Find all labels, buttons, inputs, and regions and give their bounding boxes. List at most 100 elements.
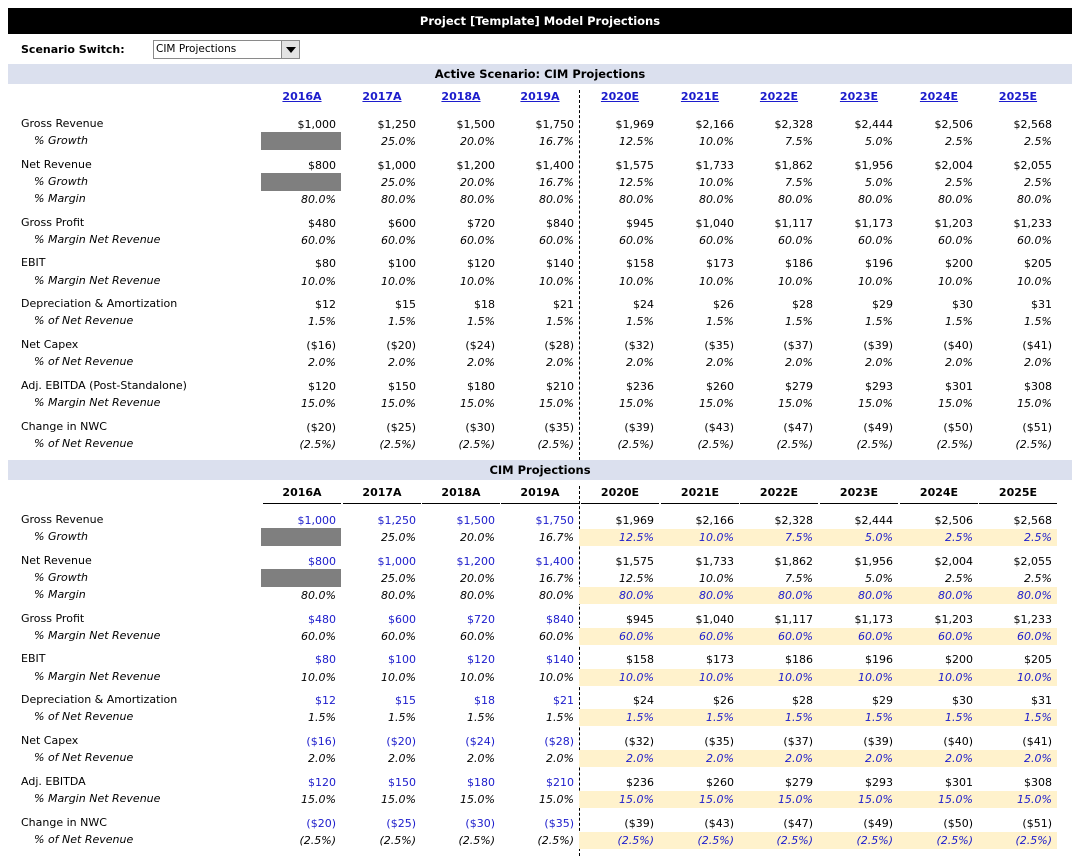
table-cell[interactable]: 15.0% — [381, 397, 416, 410]
table-cell[interactable]: 10.0% — [898, 669, 978, 686]
table-cell[interactable]: $260 — [706, 776, 734, 789]
table-cell[interactable]: 2.0% — [945, 356, 973, 369]
table-cell[interactable]: $80 — [315, 653, 336, 666]
table-cell[interactable]: 80.0% — [1017, 193, 1052, 206]
table-cell[interactable]: 2.0% — [626, 356, 654, 369]
table-cell[interactable]: $30 — [952, 298, 973, 311]
table-cell[interactable]: (2.5%) — [379, 834, 416, 847]
table-cell[interactable]: 2.0% — [308, 356, 336, 369]
table-cell[interactable]: $196 — [865, 257, 893, 270]
table-cell[interactable]: 80.0% — [460, 589, 495, 602]
table-cell[interactable]: 1.5% — [898, 709, 978, 726]
table-cell[interactable]: $26 — [713, 694, 734, 707]
table-cell[interactable]: $1,250 — [377, 514, 417, 527]
table-cell[interactable]: 15.0% — [539, 397, 574, 410]
table-cell[interactable]: 15.0% — [381, 793, 416, 806]
table-cell[interactable]: 2.0% — [308, 752, 336, 765]
table-cell[interactable]: ($39) — [863, 735, 893, 748]
table-cell[interactable]: $29 — [872, 298, 893, 311]
table-cell[interactable]: $840 — [546, 217, 574, 230]
table-cell[interactable]: 7.5% — [785, 176, 813, 189]
table-cell[interactable]: 2.0% — [467, 752, 495, 765]
table-cell[interactable]: 15.0% — [938, 397, 973, 410]
table-cell[interactable]: (2.5%) — [537, 438, 574, 451]
table-cell[interactable]: $840 — [546, 613, 574, 626]
table-cell[interactable]: ($30) — [465, 421, 495, 434]
table-cell[interactable]: $236 — [626, 380, 654, 393]
table-cell[interactable]: 2.5% — [1024, 135, 1052, 148]
table-cell[interactable]: 2.0% — [785, 356, 813, 369]
table-cell[interactable]: $26 — [713, 298, 734, 311]
table-cell[interactable]: 15.0% — [659, 791, 739, 808]
table-cell[interactable]: $210 — [546, 776, 574, 789]
table-cell[interactable]: 80.0% — [579, 587, 659, 604]
table-cell[interactable]: $180 — [467, 776, 495, 789]
table-cell[interactable]: $186 — [785, 653, 813, 666]
table-cell[interactable]: 60.0% — [738, 628, 818, 645]
table-cell[interactable]: ($40) — [943, 735, 973, 748]
table-cell[interactable]: 15.0% — [619, 397, 654, 410]
table-cell[interactable]: 15.0% — [778, 397, 813, 410]
table-cell[interactable]: 10.0% — [778, 275, 813, 288]
table-cell[interactable]: (2.5%) — [299, 438, 336, 451]
table-cell[interactable]: 1.5% — [579, 709, 659, 726]
table-cell[interactable]: ($20) — [306, 421, 336, 434]
table-cell[interactable]: 1.5% — [785, 315, 813, 328]
table-cell[interactable]: 7.5% — [785, 135, 813, 148]
table-cell[interactable]: 80.0% — [977, 587, 1057, 604]
table-cell[interactable]: 10.0% — [460, 275, 495, 288]
table-cell[interactable]: $205 — [1024, 257, 1052, 270]
table-cell[interactable]: 80.0% — [301, 193, 336, 206]
table-cell[interactable]: $2,004 — [934, 159, 974, 172]
table-cell[interactable]: 5.0% — [818, 529, 898, 546]
table-cell[interactable]: $1,200 — [456, 555, 496, 568]
table-cell[interactable]: 60.0% — [460, 234, 495, 247]
table-cell[interactable]: 2.0% — [388, 752, 416, 765]
table-cell[interactable]: 12.5% — [579, 529, 659, 546]
table-cell[interactable]: $2,444 — [854, 118, 894, 131]
table-cell[interactable]: 2.0% — [546, 356, 574, 369]
table-cell[interactable]: 2.0% — [818, 750, 898, 767]
table-cell[interactable]: 10.0% — [858, 275, 893, 288]
table-cell[interactable]: $28 — [792, 298, 813, 311]
table-cell[interactable]: $945 — [626, 613, 654, 626]
table-cell[interactable]: 5.0% — [865, 572, 893, 585]
table-cell[interactable]: $31 — [1031, 694, 1052, 707]
table-cell[interactable]: 60.0% — [301, 630, 336, 643]
table-cell[interactable]: $2,055 — [1013, 555, 1053, 568]
table-cell[interactable]: 5.0% — [865, 135, 893, 148]
table-cell[interactable]: 2.5% — [945, 176, 973, 189]
table-cell[interactable]: (2.5%) — [617, 438, 654, 451]
table-cell[interactable]: 10.0% — [579, 669, 659, 686]
table-cell[interactable]: 2.0% — [706, 356, 734, 369]
table-cell[interactable]: $279 — [785, 776, 813, 789]
table-cell[interactable]: $1,862 — [774, 555, 814, 568]
table-cell[interactable]: 2.0% — [467, 356, 495, 369]
table-cell[interactable]: $80 — [315, 257, 336, 270]
table-cell[interactable]: $2,506 — [934, 118, 974, 131]
table-cell[interactable]: $1,733 — [695, 555, 735, 568]
table-cell[interactable]: 80.0% — [381, 193, 416, 206]
table-cell[interactable]: 1.5% — [546, 315, 574, 328]
table-cell[interactable]: 60.0% — [659, 628, 739, 645]
table-cell[interactable]: $1,575 — [615, 555, 655, 568]
table-cell[interactable]: 25.0% — [381, 135, 416, 148]
table-cell[interactable]: $15 — [395, 694, 416, 707]
table-cell[interactable]: $12 — [315, 298, 336, 311]
table-cell[interactable]: 60.0% — [977, 628, 1057, 645]
table-cell[interactable]: 12.5% — [619, 135, 654, 148]
table-cell[interactable]: ($37) — [783, 735, 813, 748]
table-cell[interactable]: 10.0% — [738, 669, 818, 686]
table-cell[interactable]: 2.5% — [977, 529, 1057, 546]
table-cell[interactable]: ($40) — [943, 339, 973, 352]
table-cell[interactable]: $600 — [388, 613, 416, 626]
table-cell[interactable]: 1.5% — [659, 709, 739, 726]
table-cell[interactable]: $12 — [315, 694, 336, 707]
table-cell[interactable]: $1,203 — [934, 217, 974, 230]
table-cell[interactable]: 80.0% — [460, 193, 495, 206]
table-cell[interactable]: 2.0% — [865, 356, 893, 369]
table-cell[interactable]: $1,000 — [297, 118, 337, 131]
table-cell[interactable]: $301 — [945, 776, 973, 789]
table-cell[interactable]: $1,250 — [377, 118, 417, 131]
table-cell[interactable]: 60.0% — [1017, 234, 1052, 247]
